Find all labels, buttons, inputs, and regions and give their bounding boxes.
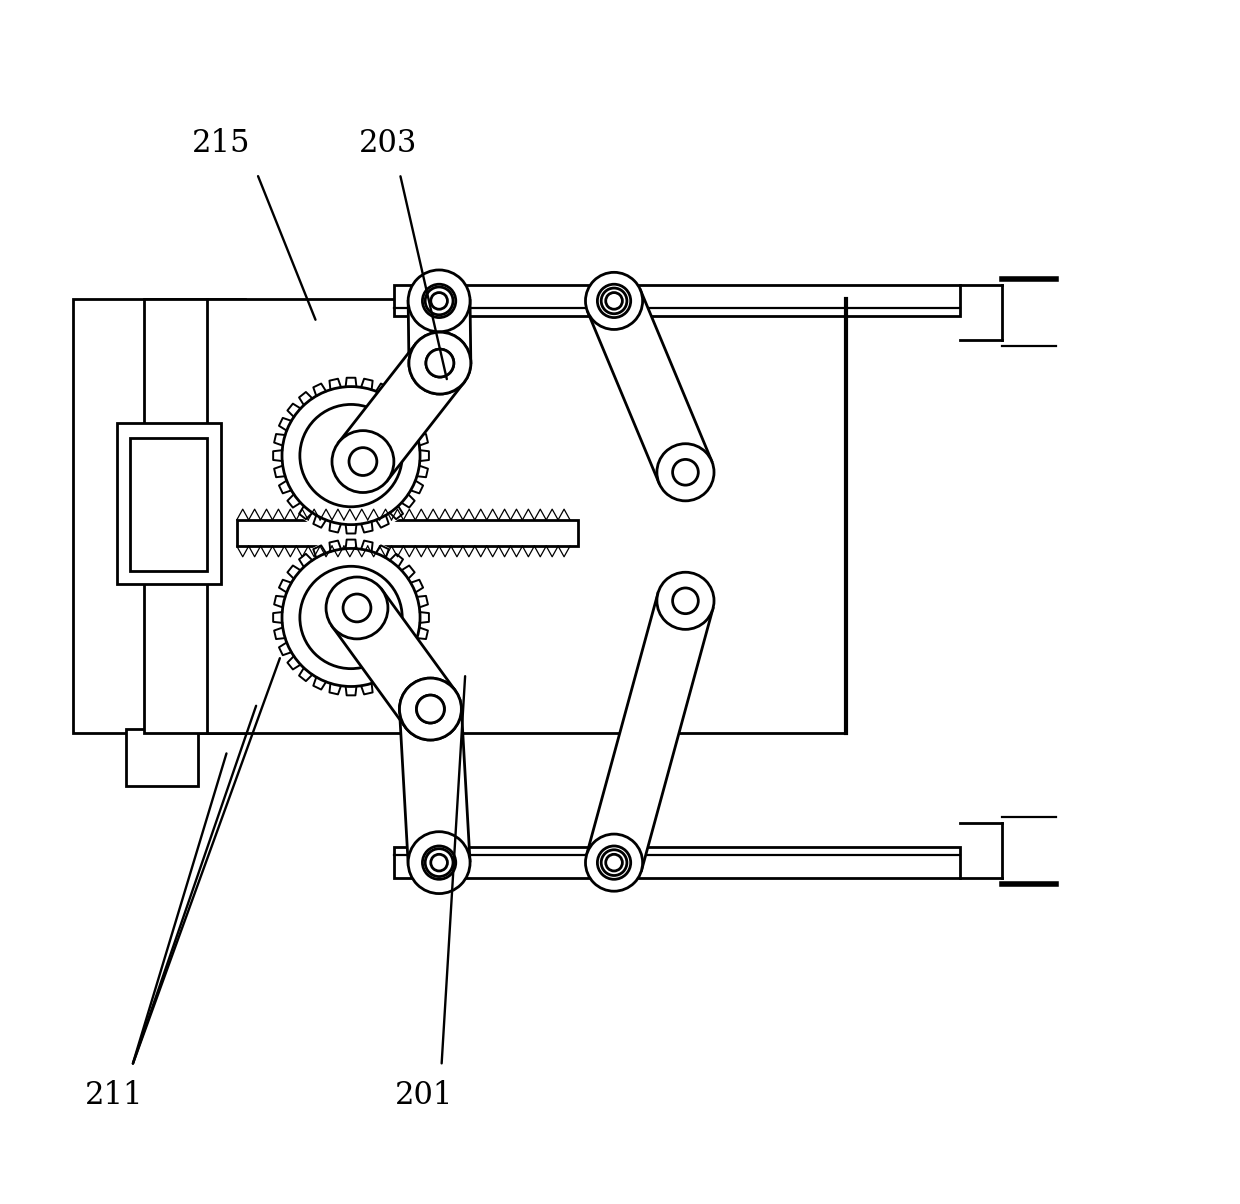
Circle shape <box>672 460 698 485</box>
Bar <box>117 424 221 584</box>
Circle shape <box>425 849 453 877</box>
Circle shape <box>427 349 454 377</box>
Circle shape <box>430 855 448 870</box>
Circle shape <box>427 349 454 377</box>
Circle shape <box>348 448 377 476</box>
Circle shape <box>399 678 461 740</box>
Circle shape <box>409 332 471 394</box>
Text: 215: 215 <box>192 129 250 159</box>
Text: 201: 201 <box>394 1080 453 1111</box>
Text: 211: 211 <box>86 1080 144 1111</box>
Circle shape <box>399 678 461 740</box>
Circle shape <box>598 284 631 318</box>
Circle shape <box>585 272 642 330</box>
Circle shape <box>605 855 622 870</box>
Bar <box>126 730 197 786</box>
Circle shape <box>430 293 448 309</box>
Circle shape <box>417 695 444 722</box>
Polygon shape <box>408 301 471 364</box>
Circle shape <box>272 538 430 697</box>
Bar <box>144 299 846 733</box>
Circle shape <box>409 332 471 394</box>
Bar <box>394 848 960 878</box>
Circle shape <box>417 695 444 722</box>
Polygon shape <box>587 594 713 870</box>
Bar <box>394 285 960 317</box>
Circle shape <box>605 293 622 309</box>
Circle shape <box>300 566 402 668</box>
Circle shape <box>657 572 714 630</box>
Circle shape <box>332 431 394 492</box>
Circle shape <box>423 284 456 318</box>
Circle shape <box>300 405 402 507</box>
Polygon shape <box>588 290 712 483</box>
Polygon shape <box>399 707 470 864</box>
Circle shape <box>601 850 627 875</box>
Circle shape <box>425 287 453 314</box>
Circle shape <box>408 270 470 332</box>
Circle shape <box>601 288 627 314</box>
Circle shape <box>585 834 642 891</box>
Circle shape <box>672 588 698 614</box>
Bar <box>237 520 578 547</box>
Circle shape <box>408 832 470 893</box>
Text: 203: 203 <box>358 129 417 159</box>
Polygon shape <box>332 590 455 727</box>
Circle shape <box>343 594 371 622</box>
Bar <box>130 438 207 571</box>
Bar <box>234 506 580 560</box>
Circle shape <box>598 846 631 879</box>
Circle shape <box>423 846 456 879</box>
Circle shape <box>272 376 430 535</box>
Circle shape <box>657 444 714 501</box>
Polygon shape <box>339 344 464 480</box>
Circle shape <box>326 577 388 639</box>
Bar <box>73 299 246 733</box>
